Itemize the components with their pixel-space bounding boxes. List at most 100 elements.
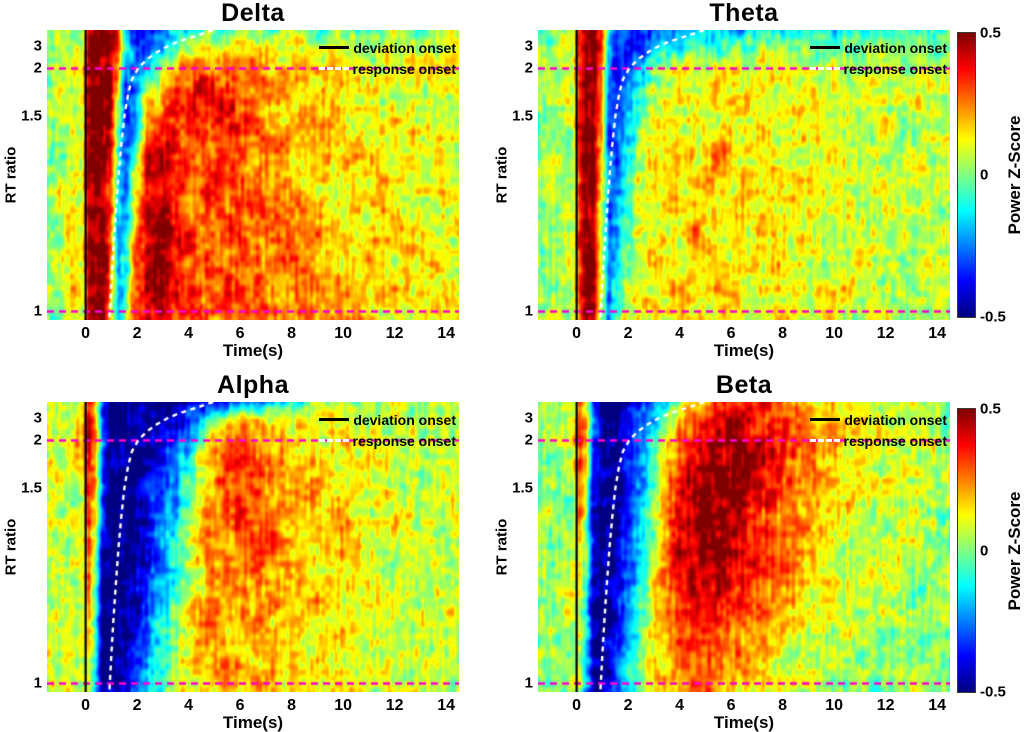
- theta-panel: Theta RT ratio Time(s) deviation onset r…: [494, 0, 950, 360]
- legend-item-deviation-onset: deviation onset: [319, 409, 456, 430]
- beta-panel: Beta RT ratio Time(s) deviation onset re…: [494, 371, 950, 732]
- legend-item-response-onset: response onset: [318, 430, 456, 451]
- x-tick-label: 12: [876, 325, 895, 342]
- y-axis-label: RT ratio: [2, 518, 20, 576]
- y-axis-label: RT ratio: [2, 146, 20, 204]
- legend: deviation onset response onset: [809, 37, 947, 79]
- y-tick-label: 3: [33, 409, 42, 427]
- deviation-onset-line-swatch: [810, 46, 841, 49]
- x-tick-label: 14: [437, 697, 456, 714]
- y-tick-label: 1.5: [21, 479, 42, 497]
- x-tick-label: 2: [132, 697, 142, 714]
- legend-label: response onset: [843, 432, 947, 449]
- x-tick-label: 4: [184, 325, 194, 342]
- legend-item-deviation-onset: deviation onset: [810, 37, 947, 58]
- y-tick-label: 2: [33, 59, 42, 77]
- x-tick-label: 4: [184, 697, 194, 714]
- alpha-heatmap-canvas: [47, 402, 459, 692]
- y-tick-label: 2: [33, 431, 42, 449]
- y-tick-label: 3: [33, 37, 42, 55]
- deviation-onset-line-swatch: [810, 418, 841, 421]
- colorbar-tick-label: -0.5: [980, 683, 1006, 701]
- legend-item-response-onset: response onset: [318, 58, 456, 79]
- panel-title-theta: Theta: [709, 0, 779, 27]
- colorbar-tick-label: -0.5: [980, 308, 1006, 326]
- colorbar-tick-label: 0.5: [980, 400, 1001, 418]
- x-tick-label: 8: [778, 325, 788, 342]
- x-tick-label: 14: [928, 697, 947, 714]
- deviation-onset-line-swatch: [319, 46, 350, 49]
- x-tick-label: 8: [287, 697, 297, 714]
- alpha-panel: Alpha RT ratio Time(s) deviation onset r…: [3, 371, 459, 732]
- y-tick-label: 1: [33, 674, 42, 692]
- x-tick-label: 10: [825, 697, 844, 714]
- colorbar-tick-label: 0.5: [980, 24, 1001, 42]
- x-tick-label: 2: [623, 697, 633, 714]
- delta-heatmap-canvas: [47, 30, 459, 320]
- panel-title-alpha: Alpha: [217, 371, 289, 399]
- legend-item-response-onset: response onset: [809, 430, 947, 451]
- x-tick-label: 8: [778, 697, 788, 714]
- x-tick-label: 2: [623, 325, 633, 342]
- x-tick-label: 0: [572, 697, 582, 714]
- colorbar-top: Power Z-Score 0.5 0 -0.5: [957, 25, 1024, 326]
- y-tick-label: 1.5: [512, 479, 533, 497]
- legend-label: deviation onset: [844, 411, 947, 428]
- y-tick-label: 3: [524, 37, 533, 55]
- y-tick-label: 1.5: [512, 107, 533, 125]
- legend-item-deviation-onset: deviation onset: [319, 37, 456, 58]
- y-axis-label: RT ratio: [493, 518, 511, 576]
- x-tick-label: 10: [825, 325, 844, 342]
- x-tick-label: 14: [928, 325, 947, 342]
- theta-heatmap-canvas: [538, 30, 950, 320]
- x-tick-label: 6: [726, 325, 736, 342]
- colorbar-gradient: [957, 32, 976, 318]
- legend-label: response onset: [352, 432, 456, 449]
- deviation-onset-line-swatch: [319, 418, 350, 421]
- legend-label: response onset: [352, 60, 456, 77]
- y-tick-label: 1.5: [21, 107, 42, 125]
- legend-item-response-onset: response onset: [809, 58, 947, 79]
- x-tick-label: 6: [235, 697, 245, 714]
- legend: deviation onset response onset: [809, 409, 947, 451]
- legend: deviation onset response onset: [318, 37, 456, 79]
- colorbar-gradient: [957, 408, 976, 693]
- x-tick-label: 0: [572, 325, 582, 342]
- colorbar-tick-label: 0: [980, 166, 989, 184]
- legend-label: response onset: [843, 60, 947, 77]
- x-axis-label: Time(s): [222, 341, 284, 360]
- panel-title-delta: Delta: [221, 0, 285, 27]
- x-tick-label: 14: [437, 325, 456, 342]
- response-onset-line-swatch: [318, 439, 349, 442]
- x-tick-label: 6: [235, 325, 245, 342]
- x-tick-label: 12: [385, 697, 404, 714]
- x-tick-label: 10: [334, 697, 353, 714]
- x-tick-label: 6: [726, 697, 736, 714]
- legend-label: deviation onset: [353, 39, 456, 56]
- x-tick-label: 8: [287, 325, 297, 342]
- x-tick-label: 4: [675, 697, 685, 714]
- y-tick-label: 1: [524, 302, 533, 320]
- x-tick-label: 12: [385, 325, 404, 342]
- legend-label: deviation onset: [353, 411, 456, 428]
- colorbar-label: Power Z-Score: [1005, 115, 1024, 235]
- x-tick-label: 4: [675, 325, 685, 342]
- beta-heatmap-canvas: [538, 402, 950, 692]
- response-onset-line-swatch: [809, 439, 840, 442]
- y-tick-label: 1: [33, 302, 42, 320]
- response-onset-line-swatch: [809, 67, 840, 70]
- x-axis-label: Time(s): [222, 713, 284, 732]
- x-tick-label: 12: [876, 697, 895, 714]
- delta-panel: Delta RT ratio Time(s) deviation onset r…: [3, 0, 459, 360]
- x-tick-label: 0: [81, 325, 91, 342]
- x-tick-label: 10: [334, 325, 353, 342]
- y-tick-label: 2: [524, 431, 533, 449]
- x-tick-label: 2: [132, 325, 142, 342]
- y-tick-label: 2: [524, 59, 533, 77]
- x-axis-label: Time(s): [713, 713, 775, 732]
- colorbar-label: Power Z-Score: [1005, 490, 1024, 611]
- y-tick-label: 1: [524, 674, 533, 692]
- x-axis-label: Time(s): [713, 341, 775, 360]
- y-axis-label: RT ratio: [493, 146, 511, 204]
